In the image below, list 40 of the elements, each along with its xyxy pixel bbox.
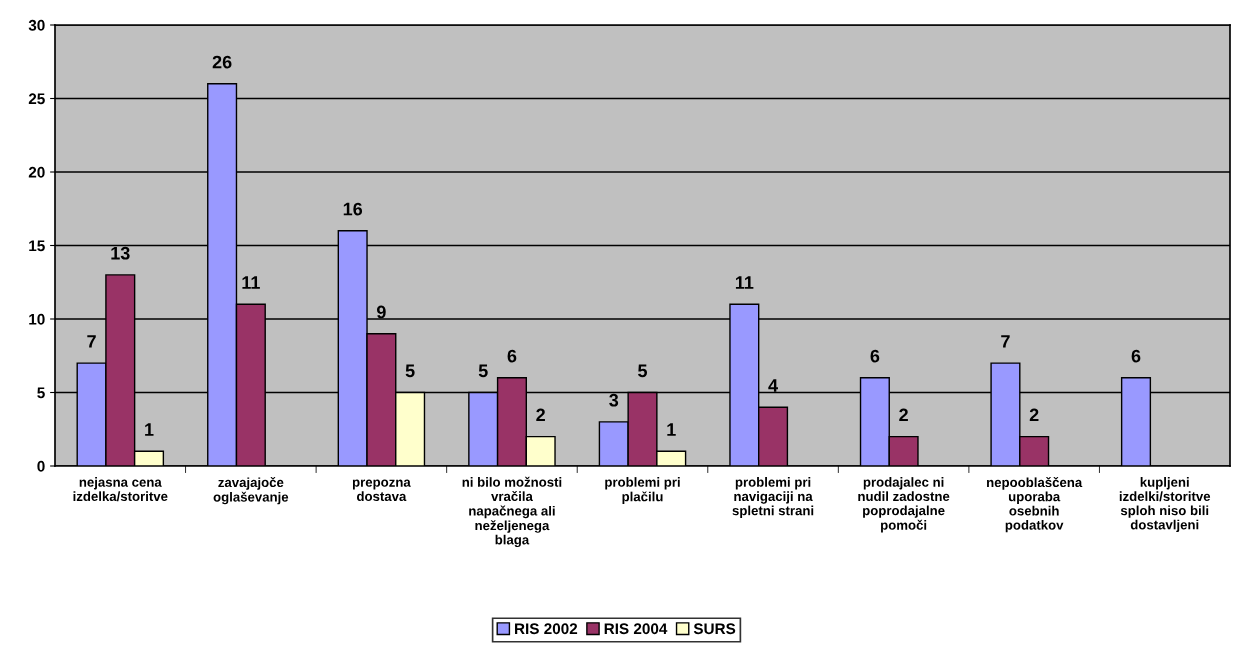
x-tick-label: nejasna cena izdelka/storitve <box>73 477 168 502</box>
legend-label: SURS <box>693 623 736 635</box>
y-tick-label: 10 <box>29 313 45 325</box>
data-label: 11 <box>735 276 754 289</box>
x-tick-label: problemi pri plačilu <box>605 477 680 504</box>
data-label: 6 <box>870 349 880 363</box>
y-tick-label: 20 <box>28 166 45 178</box>
y-tick-label: 25 <box>28 93 45 105</box>
data-label: 9 <box>376 305 386 319</box>
data-label: 5 <box>478 364 488 378</box>
data-label: 7 <box>87 335 96 348</box>
x-tick-label: nepooblaščena uporaba osebnih podatkov <box>987 477 1083 533</box>
data-label: 2 <box>1029 408 1039 422</box>
data-label: 3 <box>609 393 619 407</box>
data-label: 5 <box>405 364 415 378</box>
legend-label: RIS 2002 <box>515 623 578 635</box>
x-tick-label: zavajajoče oglaševanje <box>213 477 289 505</box>
data-label: 11 <box>242 276 260 289</box>
data-label: 6 <box>507 349 517 363</box>
data-label: 1 <box>667 423 676 436</box>
data-label: 26 <box>212 55 232 69</box>
y-tick-label: 30 <box>28 19 45 31</box>
data-label: 2 <box>899 408 908 422</box>
x-tick-label: problemi pri navigaciji na spletni strani <box>732 477 814 518</box>
x-tick-label: kupljeni izdelki/storitve sploh niso bili dostavljeni <box>1119 477 1211 533</box>
data-label: 2 <box>536 408 545 422</box>
y-tick-label: 15 <box>29 240 45 252</box>
x-tick-label: prepozna dostava <box>352 479 411 502</box>
y-tick-label: 0 <box>37 460 45 472</box>
data-label: 16 <box>343 202 363 216</box>
data-label: 1 <box>145 423 154 436</box>
data-label: 4 <box>768 379 778 392</box>
data-label: 5 <box>638 364 648 378</box>
legend-label: RIS 2004 <box>604 623 668 635</box>
data-label: 7 <box>1001 335 1010 348</box>
x-tick-label: ni bilo možnosti vračila napačnega ali neželjenega blaga <box>462 476 562 548</box>
data-label: 6 <box>1131 349 1141 363</box>
y-tick-label: 5 <box>37 387 45 399</box>
x-tick-label: prodajalec ni nudil zadostne poprodajalne pomoči <box>858 477 950 533</box>
data-label: 13 <box>111 246 130 260</box>
